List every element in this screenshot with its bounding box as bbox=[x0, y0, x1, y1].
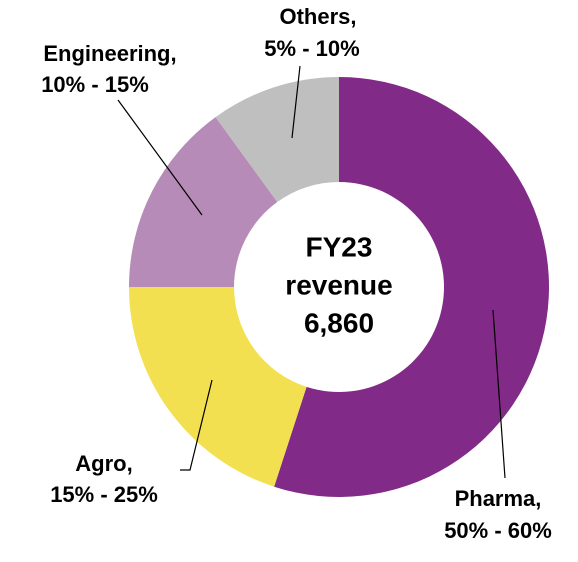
segment-value-label: 10% - 15% bbox=[41, 72, 149, 97]
leader-line bbox=[291, 65, 301, 139]
segment-label: Pharma, bbox=[455, 486, 542, 511]
donut-segment bbox=[215, 77, 339, 203]
segment-value-label: 15% - 25% bbox=[50, 482, 158, 507]
segment-label: Engineering, bbox=[43, 41, 176, 66]
segment-value-label: 5% - 10% bbox=[264, 36, 359, 61]
segment-label: Others, bbox=[279, 4, 356, 29]
segment-label: Agro, bbox=[75, 451, 132, 476]
leader-line bbox=[492, 309, 506, 479]
center-text: revenue bbox=[285, 269, 392, 300]
donut-segment bbox=[129, 117, 278, 287]
leader-line bbox=[180, 379, 213, 471]
leader-line bbox=[117, 99, 203, 216]
segment-value-label: 50% - 60% bbox=[444, 518, 552, 543]
center-text: 6,860 bbox=[304, 307, 374, 338]
donut-segment bbox=[129, 287, 307, 487]
donut-segment bbox=[274, 77, 549, 497]
center-text: FY23 bbox=[306, 231, 373, 262]
